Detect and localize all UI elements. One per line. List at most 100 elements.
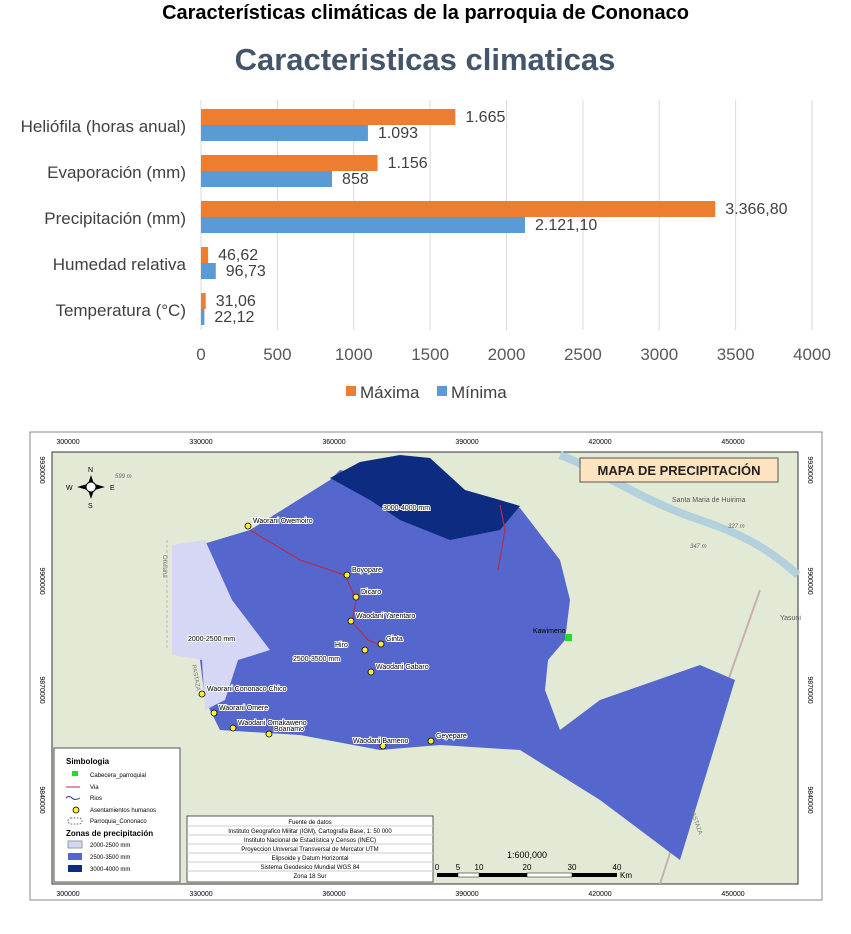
data-label: 46,62 (218, 247, 258, 264)
x-tick-label: 500 (263, 345, 291, 364)
rios-swatch (65, 796, 81, 800)
legend-swatch-minima (437, 386, 447, 396)
legend-zones-title: Zonas de precipitación (66, 829, 153, 838)
x-coord-label: 450000 (721, 891, 744, 898)
settlement-marker (265, 730, 273, 738)
data-label: 31,06 (216, 293, 256, 310)
data-label: 3.366,80 (725, 201, 787, 218)
place-label: 599 m (115, 474, 132, 480)
compass-rose: N S E W (66, 467, 115, 510)
settlement-label: Hiro (335, 642, 348, 649)
place-label: PASTAZA (190, 664, 201, 691)
data-label: 1.156 (388, 155, 428, 172)
via-line-east (497, 504, 506, 571)
bar-chart: Caracteristicas climaticas Heliófila (ho… (21, 42, 831, 402)
source-line: Zona 18 Sur (293, 874, 326, 880)
settlement-label: Dicaro (361, 589, 381, 596)
x-tick-label: 2500 (564, 345, 602, 364)
legend-label-maxima: Máxima (360, 383, 420, 402)
x-coord-label: 450000 (721, 439, 744, 446)
bar-maxima (201, 293, 206, 309)
source-line: Elipsoide y Datum Horizontal (271, 856, 348, 862)
legend-item: 2500-3500 mm (90, 855, 130, 861)
place-label: Santa Maria de Huirima (672, 497, 746, 504)
y-coord-label: 9840000 (38, 786, 45, 813)
bar-minima (201, 171, 333, 187)
parroquia-swatch (67, 817, 83, 825)
x-tick-label: 0 (196, 345, 205, 364)
settlement-label: Waorani Cononaco Chico (207, 686, 287, 693)
settlement-marker (229, 724, 237, 732)
scale-tick: 20 (523, 863, 532, 872)
source-line: Proyeccion Universal Transversal de Merc… (241, 847, 378, 853)
source-line: Fuente de datos (288, 820, 331, 826)
legend-item: Rios (90, 796, 102, 802)
place-label: 327 m (728, 524, 745, 530)
y-coord-label: 9870000 (38, 676, 45, 703)
x-coord-label: 330000 (189, 439, 212, 446)
x-coord-label: 300000 (56, 891, 79, 898)
settlement-marker (377, 640, 385, 648)
category-label: Heliófila (horas anual) (21, 117, 186, 136)
data-label: 22,12 (214, 309, 254, 326)
x-coord-label: 390000 (455, 891, 478, 898)
scale-tick: 5 (456, 863, 461, 872)
zone-2500-3500 (200, 470, 735, 860)
legend-item: 3000-4000 mm (90, 867, 130, 873)
x-coord-label: 300000 (56, 439, 79, 446)
category-label: Humedad relativa (53, 255, 187, 274)
data-label: 1.665 (465, 109, 505, 126)
zone-label-2000-2500: 2000-2500 mm (188, 636, 235, 643)
scale-unit: Km (620, 871, 632, 880)
x-coord-label: 420000 (588, 891, 611, 898)
x-tick-label: 1500 (411, 345, 449, 364)
zone-2000-2500 (172, 540, 270, 710)
settlement-label: Waodani Bameno (353, 738, 408, 745)
source-line: Instituto Nacional de Estadística y Cens… (244, 838, 376, 844)
data-label: 96,73 (226, 263, 266, 280)
place-label: 347 m (690, 544, 707, 550)
settlement-label: Waodani Yarentaro (356, 613, 416, 620)
settlement-marker (347, 617, 355, 625)
x-tick-label: 3000 (640, 345, 678, 364)
map-legend: Simbologia Cabecera_parroquial Via Rios … (53, 747, 181, 883)
x-tick-label: 1000 (335, 345, 373, 364)
settlement-marker (427, 737, 435, 745)
scale-tick: 0 (435, 863, 440, 872)
compass-w: W (66, 485, 73, 492)
category-label: Evaporación (mm) (47, 163, 186, 182)
bar-minima (201, 217, 525, 233)
legend-item: Cabecera_parroquial (90, 773, 146, 779)
place-label: Yasuni (780, 615, 801, 622)
settlement-label: Geyepare (436, 733, 467, 740)
bar-maxima (201, 109, 456, 125)
legend-item: Parroquia_Cononaco (90, 819, 147, 825)
x-tick-label: 3500 (717, 345, 755, 364)
bar-maxima (201, 247, 209, 263)
scale-ratio: 1:600,000 (507, 850, 547, 860)
settlement-label: Boanamo (274, 726, 304, 733)
zone-swatch (67, 840, 83, 849)
settlement-marker (361, 646, 369, 654)
compass-n: N (88, 467, 93, 474)
x-tick-label: 4000 (793, 345, 831, 364)
legend-swatch-maxima (346, 386, 356, 396)
cabecera-label: Kawimeno (533, 628, 566, 635)
legend-item: Asentamientos humanos (90, 808, 156, 814)
bar-maxima (201, 201, 716, 217)
zone-label-2500-3500: 2500-3500 mm (293, 656, 340, 663)
x-tick-label: 2000 (488, 345, 526, 364)
bar-minima (201, 125, 368, 141)
y-coord-label: 9930000 (806, 456, 813, 483)
settlement-label: Waodani Gabaro (376, 664, 429, 671)
y-coord-label: 9870000 (806, 676, 813, 703)
scale-tick: 30 (568, 863, 577, 872)
x-coord-label: 360000 (322, 439, 345, 446)
map-title: MAPA DE PRECIPITACIÓN (598, 463, 761, 478)
zone-swatch (68, 853, 82, 860)
compass-s: S (88, 503, 93, 510)
settlement-label: Boyopare (352, 567, 382, 574)
settlement-marker (352, 593, 360, 601)
